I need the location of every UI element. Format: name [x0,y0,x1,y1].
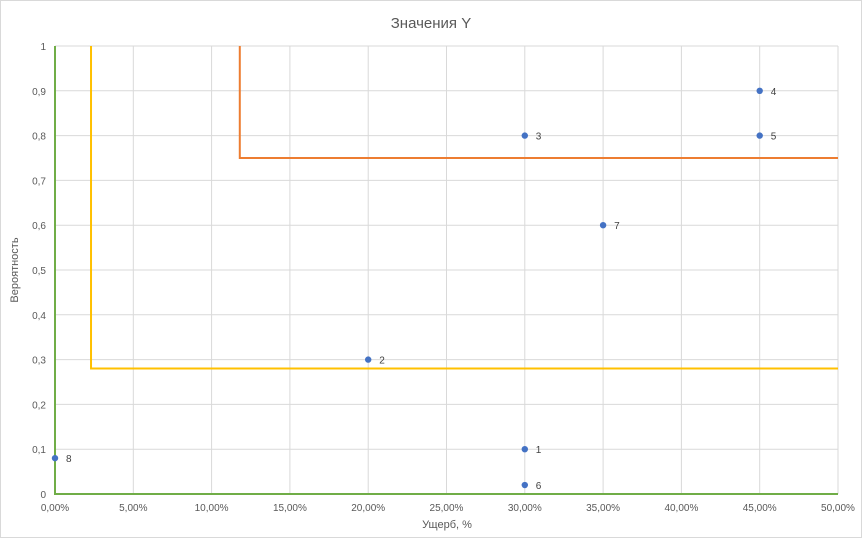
x-tick-label: 45,00% [743,503,777,514]
y-tick-label: 0,8 [32,132,46,143]
data-point [756,132,763,139]
y-tick-label: 0,6 [32,221,46,232]
x-tick-label: 35,00% [586,503,620,514]
boundary-line [238,46,838,159]
x-tick-label: 25,00% [430,503,464,514]
y-tick-label: 0 [40,490,46,501]
x-tick-label: 20,00% [351,503,385,514]
y-tick-label: 0,5 [32,266,46,277]
data-point [599,222,607,229]
y-tick-label: 0,2 [32,400,46,411]
data-point [365,356,372,363]
data-point [521,481,528,489]
y-tick-label: 0,3 [32,356,46,367]
y-tick-label: 0,7 [32,176,46,187]
data-point-label: 2 [379,356,385,367]
y-tick-label: 0,1 [32,445,46,456]
chart-title: Значения Y [391,15,471,32]
x-tick-label: 50,00% [821,503,855,514]
x-tick-label: 30,00% [508,503,542,514]
tick-layer: 0,00% 5,00% 10,00% 15,00% 20,00% 25,00% 30,00%… [32,42,855,514]
grid-layer [54,45,839,495]
x-tick-label: 5,00% [119,503,147,514]
boundary-line [90,46,838,370]
boundary-line [54,46,838,495]
data-point [521,132,528,139]
data-point-label: 4 [771,87,777,98]
data-point [756,87,763,95]
data-point-label: 5 [771,132,777,143]
boundary-layer [54,46,838,495]
data-point-label: 3 [536,132,542,143]
y-axis-label: Вероятность [9,237,21,302]
x-tick-label: 0,00% [41,503,69,514]
y-tick-label: 0,9 [32,87,46,98]
data-point-label: 1 [536,445,542,456]
x-tick-label: 15,00% [273,503,307,514]
point-layer: 1 2 3 4 5 6 7 8 [51,87,777,492]
data-point [51,454,59,462]
data-point-label: 8 [66,454,72,465]
data-point-label: 6 [536,481,542,492]
x-tick-label: 10,00% [195,503,229,514]
y-tick-label: 1 [40,42,46,53]
data-point-label: 7 [614,221,620,232]
y-tick-label: 0,4 [32,311,46,322]
x-tick-label: 40,00% [664,503,698,514]
x-axis-label: Ущерб, % [422,519,472,531]
data-point [521,446,528,453]
